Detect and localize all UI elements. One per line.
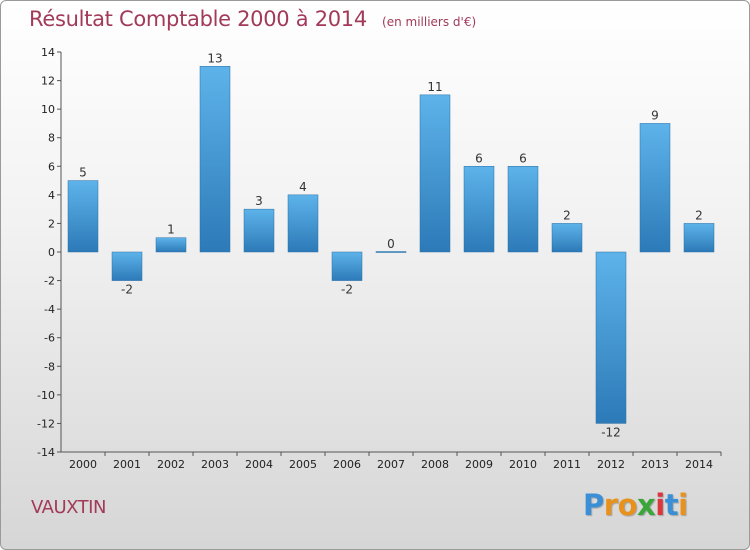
data-label-2001: -2 [121,283,133,297]
x-tick-label: 2001 [113,458,141,471]
brand-logo: Proxiti [583,488,688,522]
data-label-2013: 9 [651,108,659,122]
y-tick-label: -8 [44,360,55,373]
x-tick-label: 2006 [333,458,361,471]
data-label-2012: -12 [601,425,621,439]
y-tick-label: -6 [44,332,55,345]
x-tick-label: 2000 [69,458,97,471]
data-label-2004: 3 [255,194,263,208]
x-tick-label: 2005 [289,458,317,471]
bar-2000 [67,180,99,253]
chart-data-labels: 5 -2 1 13 3 4 -2 0 11 6 6 2 -12 9 2 [79,51,703,439]
bar-2007 [375,251,407,253]
y-tick-label: 10 [41,103,55,116]
bar-2006 [331,251,363,281]
bar-2010 [507,166,539,253]
y-tick-label: -12 [37,417,55,430]
logo-letter: i [655,488,665,522]
data-label-2006: -2 [341,283,353,297]
bar-2009 [463,166,495,253]
y-tick-label: 4 [48,189,55,202]
x-tick-label: 2011 [553,458,581,471]
bar-2013 [639,123,671,253]
x-tick-label: 2014 [685,458,713,471]
x-tick-label: 2009 [465,458,493,471]
y-tick-label: 0 [48,246,55,259]
logo-letter: x [637,488,656,522]
bar-2008 [419,94,451,253]
bar-2001 [111,251,143,281]
bar-2011 [551,223,583,253]
y-tick-label: 6 [48,160,55,173]
y-tick-label: -2 [44,275,55,288]
logo-letter: r [603,488,618,522]
x-tick-label: 2008 [421,458,449,471]
x-tick-label: 2013 [641,458,669,471]
x-tick-label: 2012 [597,458,625,471]
y-tick-label: -10 [37,389,55,402]
bar-2003 [199,66,231,253]
y-tick-label: -4 [44,303,55,316]
bar-2004 [243,208,275,253]
commune-name: VAUXTIN [31,497,106,518]
chart-title: Résultat Comptable 2000 à 2014 [29,7,367,31]
bar-2005 [287,194,319,253]
data-label-2005: 4 [299,180,307,194]
x-tick-label: 2003 [201,458,229,471]
x-tick-label: 2002 [157,458,185,471]
bar-2002 [155,237,187,253]
data-label-2007: 0 [387,237,395,251]
logo-letter: i [678,488,688,522]
data-label-2003: 13 [207,51,222,65]
title-row: Résultat Comptable 2000 à 2014 (en milli… [29,7,476,31]
x-tick-label: 2004 [245,458,273,471]
logo-letter: P [583,488,604,522]
chart-bars [67,66,715,424]
x-tick-label: 2010 [509,458,537,471]
logo-letter: t [664,488,679,522]
data-label-2011: 2 [563,208,571,222]
y-tick-label: 14 [41,46,55,59]
data-label-2014: 2 [695,208,703,222]
y-tick-label: 2 [48,217,55,230]
bar-2014 [683,223,715,253]
data-label-2002: 1 [167,223,175,237]
chart-subtitle: (en milliers d'€) [382,15,477,29]
x-tick-label: 2007 [377,458,405,471]
bar-2012 [595,251,627,424]
y-tick-label: 12 [41,75,55,88]
data-label-2000: 5 [79,166,87,180]
y-tick-label: 8 [48,132,55,145]
data-label-2010: 6 [519,151,527,165]
logo-letter: o [617,488,638,522]
data-label-2008: 11 [427,80,442,94]
data-label-2009: 6 [475,151,483,165]
y-tick-label: -14 [37,446,55,459]
